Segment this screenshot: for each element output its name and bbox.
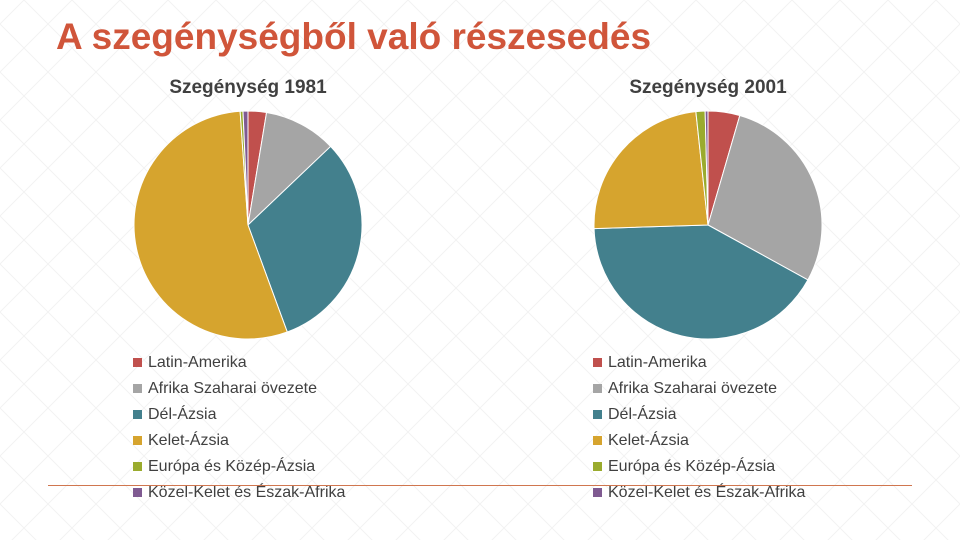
pie-chart-2: Szegénység 2001 Latin-Amerika Afrika Szaha… bbox=[593, 77, 823, 501]
legend-label: Európa és Közép-Ázsia bbox=[608, 456, 775, 475]
legend-swatch bbox=[593, 384, 602, 393]
pie-slice bbox=[242, 110, 249, 226]
legend-swatch bbox=[593, 488, 602, 497]
legend-swatch bbox=[133, 358, 142, 367]
legend-label: Európa és Közép-Ázsia bbox=[148, 456, 315, 475]
pie-slice bbox=[704, 110, 709, 226]
pie-slice bbox=[593, 224, 809, 340]
slide-title: A szegénységből való részesedés bbox=[56, 16, 652, 57]
legend-label: Dél-Ázsia bbox=[608, 404, 677, 423]
legend-swatch bbox=[133, 462, 142, 471]
pie-slice bbox=[707, 114, 823, 281]
legend-swatch bbox=[593, 462, 602, 471]
pie-slice bbox=[593, 111, 709, 230]
pie-slice bbox=[133, 110, 288, 340]
legend-swatch bbox=[593, 436, 602, 445]
legend-swatch bbox=[133, 436, 142, 445]
pie-slice bbox=[247, 145, 363, 333]
legend-label: Dél-Ázsia bbox=[148, 404, 217, 423]
legend-swatch bbox=[593, 358, 602, 367]
legend-swatch bbox=[593, 410, 602, 419]
legend-label: Afrika Szaharai övezete bbox=[608, 380, 777, 397]
legend-swatch bbox=[133, 410, 142, 419]
pie-chart-1: Szegénység 1981 Latin-Amerika Afrika Szaha… bbox=[133, 77, 363, 501]
legend-label: Latin-Amerika bbox=[148, 354, 247, 371]
chart-title: Szegénység 1981 bbox=[169, 77, 327, 98]
footer-divider bbox=[48, 485, 912, 486]
legend-label: Latin-Amerika bbox=[608, 354, 707, 371]
legend-label: Közel-Kelet és Észak-Afrika bbox=[608, 482, 806, 501]
legend-label: Kelet-Ázsia bbox=[148, 430, 229, 449]
legend-swatch bbox=[133, 384, 142, 393]
legend-label: Kelet-Ázsia bbox=[608, 430, 689, 449]
chart-title: Szegénység 2001 bbox=[629, 77, 787, 98]
pie-slice bbox=[247, 111, 332, 227]
legend-swatch bbox=[133, 488, 142, 497]
legend-label: Afrika Szaharai övezete bbox=[148, 380, 317, 397]
legend-label: Közel-Kelet és Észak-Afrika bbox=[148, 482, 346, 501]
